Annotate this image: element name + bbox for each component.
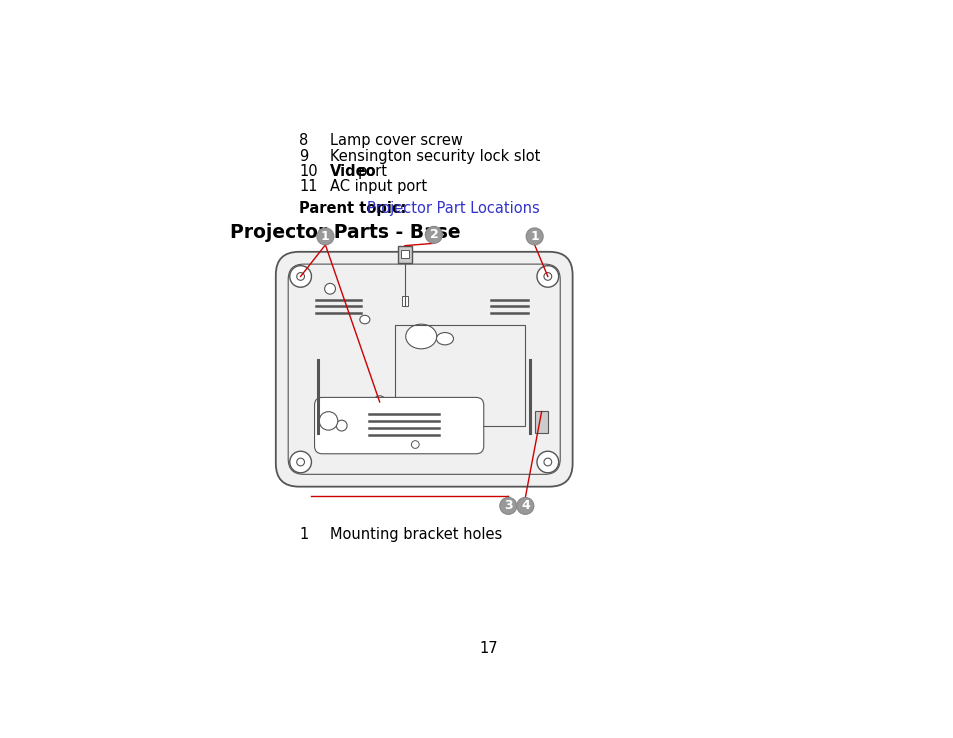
Circle shape [537,266,558,287]
Text: Kensington security lock slot: Kensington security lock slot [330,148,539,164]
Text: Projector Parts - Base: Projector Parts - Base [230,223,460,241]
Text: 1: 1 [530,230,538,243]
Circle shape [411,441,418,449]
Bar [395,325,524,426]
Text: 2: 2 [429,228,437,241]
Text: 1: 1 [321,230,330,243]
Circle shape [290,266,311,287]
FancyBboxPatch shape [275,252,572,486]
Text: 3: 3 [503,500,512,512]
Text: AC input port: AC input port [330,179,427,194]
Circle shape [335,420,347,431]
Text: Video: Video [330,164,376,179]
Circle shape [316,228,334,245]
Circle shape [319,412,337,430]
Text: Mounting bracket holes: Mounting bracket holes [330,527,502,542]
Text: 11: 11 [298,179,317,194]
Text: 9: 9 [298,148,308,164]
Circle shape [373,396,385,408]
Circle shape [324,283,335,294]
Bar [401,297,408,306]
Text: 1: 1 [298,527,308,542]
Text: 4: 4 [520,500,529,512]
Text: 8: 8 [298,134,308,148]
Ellipse shape [436,333,453,345]
Ellipse shape [359,315,370,324]
Text: 10: 10 [298,164,317,179]
Text: Parent topic:: Parent topic: [298,201,411,216]
Text: 17: 17 [479,641,497,656]
Bar [397,246,412,263]
Text: Projector Part Locations: Projector Part Locations [367,201,539,216]
Text: port: port [357,164,388,179]
Bar [400,250,409,258]
Circle shape [290,451,311,473]
Circle shape [499,497,517,514]
Circle shape [425,227,442,244]
FancyBboxPatch shape [314,397,483,454]
Circle shape [525,228,542,245]
Bar [535,412,547,433]
Text: Lamp cover screw: Lamp cover screw [330,134,462,148]
Circle shape [537,451,558,473]
Circle shape [517,497,534,514]
Ellipse shape [405,324,436,349]
